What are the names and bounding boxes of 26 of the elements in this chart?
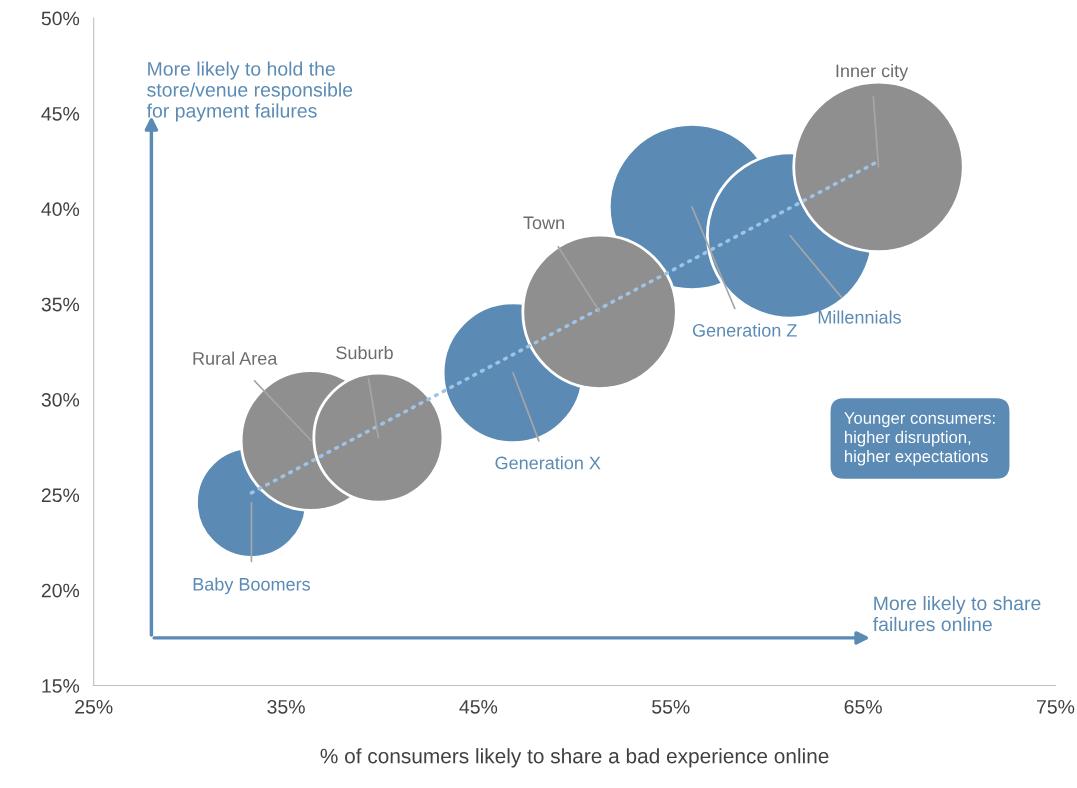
y-tick-label: 40% xyxy=(41,202,80,217)
data-label: Inner city xyxy=(836,64,909,81)
annotation: More likely to share failures online xyxy=(873,595,1041,632)
x-tick-label: 45% xyxy=(459,700,498,714)
x-tick-label: 75% xyxy=(1037,700,1075,714)
x-tick-label: 25% xyxy=(75,699,113,714)
y-tick-label: 35% xyxy=(41,297,80,312)
data-label: Generation Z xyxy=(692,323,797,337)
x-axis-title: % of consumers likely to share a bad experience online xyxy=(320,748,829,768)
data-label: Generation X xyxy=(495,456,601,470)
x-tick-label: 65% xyxy=(844,699,882,714)
data-label: Millennials xyxy=(818,310,901,324)
data-label: Suburb xyxy=(336,345,393,360)
y-tick-label: 20% xyxy=(41,583,80,598)
data-label: Rural Area xyxy=(193,351,278,365)
y-tick-label: 45% xyxy=(41,107,80,121)
y-tick-label: 50% xyxy=(41,11,80,26)
y-tick-label: 30% xyxy=(41,392,80,407)
annotation: Younger consumers: higher disruption, higher expectations xyxy=(844,412,995,466)
y-tick-label: 15% xyxy=(42,679,80,693)
annotation: More likely to hold the store/venue responsible for payment failures xyxy=(146,61,353,122)
data-label: Town xyxy=(523,216,564,230)
x-tick-label: 35% xyxy=(267,699,305,714)
y-tick-label: 25% xyxy=(41,488,80,503)
x-tick-label: 55% xyxy=(652,700,690,714)
data-label: Baby Boomers xyxy=(193,577,310,595)
